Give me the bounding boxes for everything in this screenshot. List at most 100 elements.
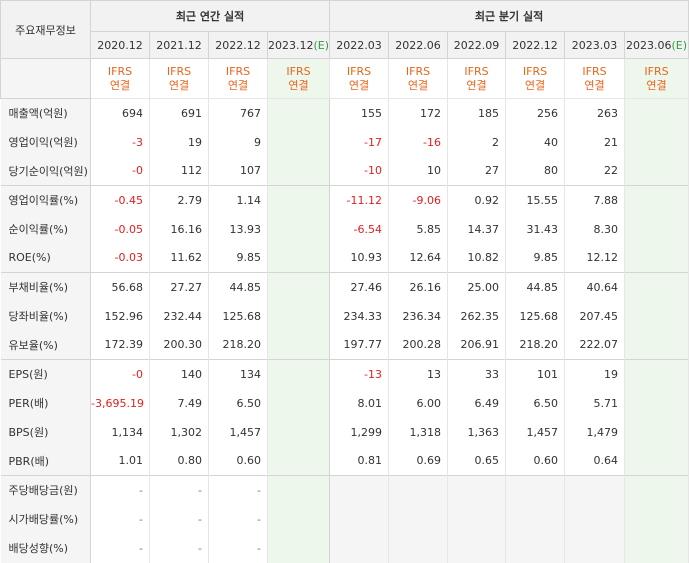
cell-quarter: 15.55 [505,185,566,215]
cell-quarter: 0.60 [505,446,566,476]
cell-quarter: 5.85 [388,214,449,244]
cell-quarter: 1,299 [329,417,390,447]
ifrs-tag-quarter-4: IFRS 연결 [564,58,626,99]
cell-quarter: 14.37 [447,214,507,244]
cell-quarter: 155 [329,98,390,128]
cell-quarter: -6.54 [329,214,390,244]
period-header-row: 2020.12 2021.12 2022.12 2023.12(E) 2022.03 20… [1,31,689,59]
row-label: 당기순이익(억원) [0,156,91,186]
ifrs-label: IFRS [464,64,489,78]
cell-annual: - [208,475,268,505]
row-label: 주당배당금(원) [0,475,91,505]
cell-quarter: 236.34 [388,301,449,331]
cell-quarter: 125.68 [505,301,566,331]
row-label: 유보율(%) [0,330,91,360]
cell-quarter: -17 [329,127,390,157]
cell-quarter [624,446,689,476]
cell-annual: 1.14 [208,185,268,215]
cell-quarter [624,214,689,244]
cell-quarter [505,504,566,534]
cell-quarter: 185 [447,98,507,128]
cell-quarter: 10 [388,156,449,186]
table-row: EPS(원) -0 140 134 -13 13 33 101 19 [0,359,689,389]
cell-quarter: 6.50 [505,388,566,418]
cell-annual: 767 [208,98,268,128]
cell-annual [267,127,331,157]
cell-quarter [624,301,689,331]
cell-annual [267,533,331,563]
cell-annual [267,417,331,447]
cell-quarter [329,533,390,563]
cell-annual: 56.68 [90,272,150,302]
cell-quarter [388,504,449,534]
period-label: 2021.12 [156,38,202,52]
cell-annual: - [149,504,209,534]
cell-annual [267,272,331,302]
table-row: 영업이익(억원) -3 19 9 -17 -16 2 40 21 [0,127,689,157]
period-label: 2020.12 [97,38,143,52]
cell-quarter [624,243,689,273]
row-label: 영업이익률(%) [0,185,91,215]
cell-annual: 13.93 [208,214,268,244]
cell-quarter [624,417,689,447]
cell-quarter: 31.43 [505,214,566,244]
table-row: 부채비율(%) 56.68 27.27 44.85 27.46 26.16 25.00 44.… [0,272,689,302]
cell-annual: 11.62 [149,243,209,273]
row-label: 부채비율(%) [0,272,91,302]
cell-quarter: -11.12 [329,185,390,215]
consolidated-label: 연결 [407,78,429,92]
cell-quarter: -16 [388,127,449,157]
ifrs-label: IFRS [225,64,251,78]
table-row: BPS(원) 1,134 1,302 1,457 1,299 1,318 1,363 1,45… [0,417,689,447]
row-label: PER(배) [0,388,91,418]
cell-annual [267,446,331,476]
row-label: 시가배당률(%) [0,504,91,534]
cell-annual: - [208,504,268,534]
consolidated-label: 연결 [584,78,605,92]
table-row: 당좌비율(%) 152.96 232.44 125.68 234.33 236.34 262… [0,301,689,331]
cell-annual: 2.79 [149,185,209,215]
cell-quarter: 262.35 [447,301,507,331]
cell-quarter [624,156,689,186]
cell-annual: - [208,533,268,563]
consolidated-label: 연결 [109,78,131,92]
period-label: 2022.12 [215,38,261,52]
period-quarter-4: 2023.03 [564,31,626,59]
table-row: 주당배당금(원) - - - [0,475,689,505]
row-label: ROE(%) [0,243,91,273]
period-quarter-1: 2022.06 [388,31,449,59]
cell-annual [267,330,331,360]
cell-quarter [564,533,626,563]
estimate-mark: (E) [313,38,330,52]
cell-annual: 44.85 [208,272,268,302]
period-annual-1: 2021.12 [149,31,209,59]
row-label: 배당성향(%) [0,533,91,563]
cell-quarter: 25.00 [447,272,507,302]
cell-annual [267,388,331,418]
cell-annual: 27.27 [149,272,209,302]
ifrs-tag-annual-3: IFRS 연결 [266,58,331,99]
ifrs-label: IFRS [346,64,372,78]
ifrs-tag-annual-2: IFRS 연결 [208,58,268,99]
row-label: 매출액(억원) [0,98,91,128]
cell-quarter: 12.64 [388,243,449,273]
cell-quarter: 22 [564,156,626,186]
cell-quarter [388,533,449,563]
cell-quarter [564,504,626,534]
cell-quarter: -9.06 [388,185,449,215]
cell-quarter [624,127,689,157]
cell-quarter: 0.64 [564,446,626,476]
cell-quarter: 80 [505,156,566,186]
cell-quarter: 2 [447,127,507,157]
period-label: 2022.12 [512,38,558,52]
cell-quarter: 218.20 [505,330,566,360]
cell-annual: 1.01 [90,446,150,476]
cell-quarter: 6.49 [447,388,507,418]
cell-annual [267,475,331,505]
cell-quarter: 27.46 [329,272,390,302]
cell-annual: 6.50 [208,388,268,418]
cell-quarter: 27 [447,156,507,186]
ifrs-label: IFRS [286,64,311,78]
cell-quarter [447,475,507,505]
